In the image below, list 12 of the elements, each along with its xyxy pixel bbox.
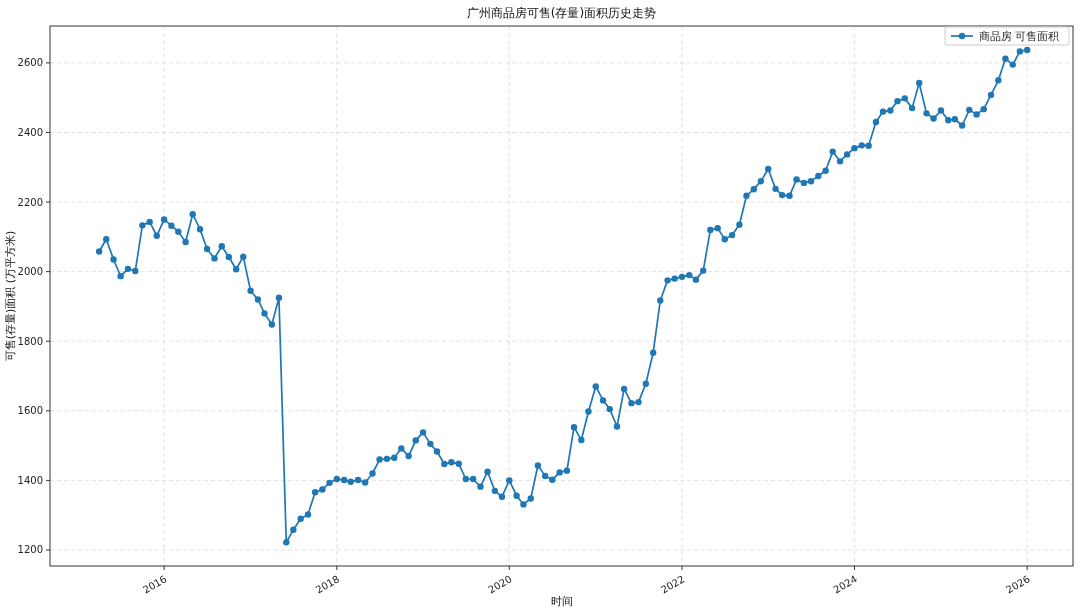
chart-title: 广州商品房可售(存量)面积历史走势 <box>466 6 657 20</box>
y-tick-label: 2200 <box>17 196 43 208</box>
y-tick-label: 1400 <box>17 474 43 486</box>
x-axis-title: 时间 <box>550 595 573 608</box>
y-tick-label: 2600 <box>17 57 43 69</box>
y-tick-label: 2000 <box>17 266 43 278</box>
legend-label: 商品房 可售面积 <box>979 29 1060 43</box>
y-tick-label: 1200 <box>17 544 43 556</box>
y-tick-label: 2400 <box>17 126 43 138</box>
y-axis-title: 可售(存量)面积 (万平方米) <box>4 230 17 362</box>
y-tick-label: 1600 <box>17 405 43 417</box>
y-tick-label: 1800 <box>17 335 43 347</box>
